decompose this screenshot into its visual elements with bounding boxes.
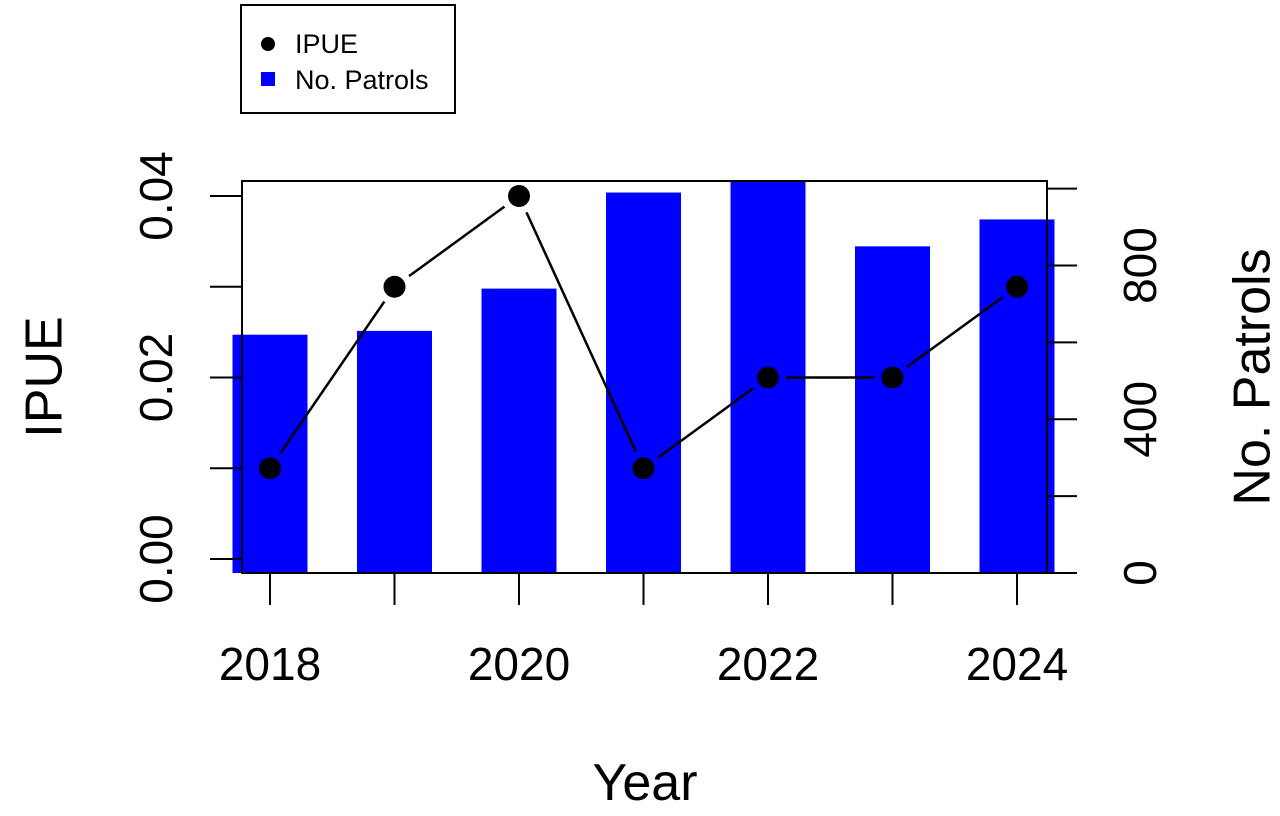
ipue-point-2024 bbox=[1006, 275, 1028, 298]
legend-box bbox=[240, 4, 456, 114]
patrol-bars bbox=[232, 181, 1055, 574]
y-tick-label-0.02: 0.02 bbox=[130, 333, 182, 423]
legend: IPUE No. Patrols bbox=[240, 4, 456, 114]
ipue-segment-5 bbox=[906, 296, 1004, 368]
ipue-point-2019 bbox=[383, 275, 406, 298]
legend-ipue-label: IPUE bbox=[295, 29, 358, 59]
ipue-line-series bbox=[259, 185, 1028, 480]
y-axis-left: 0.00 0.02 0.04 bbox=[130, 151, 242, 604]
y-axis-title: IPUE bbox=[16, 316, 74, 437]
y2-tick-label-400: 400 bbox=[1114, 381, 1166, 458]
y-axis-right: 0 400 800 bbox=[1047, 187, 1166, 586]
ipue-segment-1 bbox=[408, 205, 506, 278]
x-tick-label-2024: 2024 bbox=[966, 638, 1068, 690]
bar-2021 bbox=[606, 192, 681, 573]
bar-2020 bbox=[481, 288, 557, 573]
legend-patrols-label: No. Patrols bbox=[295, 65, 429, 95]
y-tick-label-0.00: 0.00 bbox=[130, 514, 182, 604]
y2-axis-title: No. Patrols bbox=[1224, 248, 1280, 505]
x-tick-label-2020: 2020 bbox=[468, 638, 570, 690]
ipue-point-2018 bbox=[259, 457, 281, 480]
bar-2018 bbox=[232, 334, 308, 573]
ipue-segment-0 bbox=[279, 300, 386, 455]
x-tick-label-2018: 2018 bbox=[219, 638, 321, 690]
ipue-point-2020 bbox=[508, 185, 530, 207]
x-axis-title: Year bbox=[592, 754, 697, 812]
ipue-point-2022 bbox=[757, 366, 779, 389]
y-tick-label-0.04: 0.04 bbox=[130, 151, 182, 241]
bar-2023 bbox=[855, 246, 930, 574]
x-tick-label-2022: 2022 bbox=[717, 638, 819, 690]
ipue-segment-2 bbox=[525, 211, 638, 453]
bar-2019 bbox=[357, 330, 432, 573]
legend-patrols-marker bbox=[261, 72, 275, 86]
y2-tick-label-0: 0 bbox=[1114, 560, 1166, 586]
ipue-point-2023 bbox=[881, 366, 904, 389]
legend-ipue-marker bbox=[261, 37, 275, 51]
ipue-segment-3 bbox=[657, 387, 755, 459]
y2-tick-label-800: 800 bbox=[1114, 227, 1166, 304]
x-axis: 2018 2020 2022 2024 bbox=[219, 573, 1068, 690]
ipue-point-2021 bbox=[632, 457, 655, 480]
bar-2024 bbox=[979, 219, 1055, 573]
